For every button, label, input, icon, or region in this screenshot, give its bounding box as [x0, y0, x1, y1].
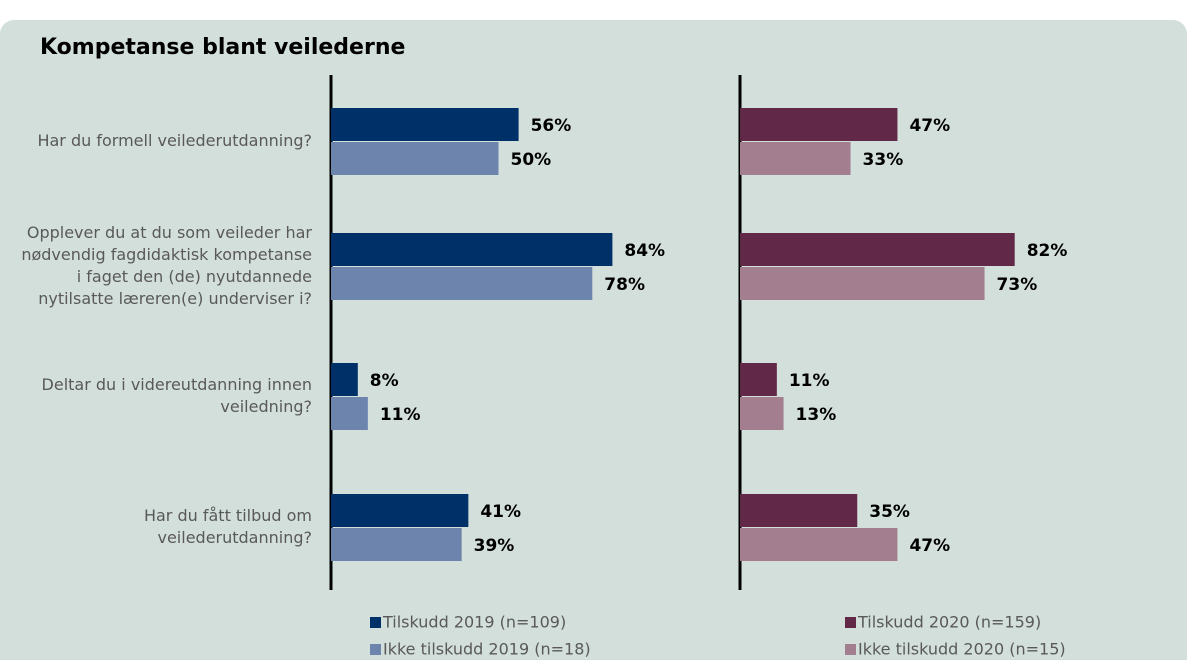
bar	[331, 494, 469, 527]
value-label: 11%	[380, 405, 421, 425]
value-label: 78%	[604, 275, 645, 295]
value-label: 50%	[511, 150, 552, 170]
value-label: 47%	[909, 536, 950, 556]
value-label: 39%	[474, 536, 515, 556]
category-label: Har du formell veilederutdanning?	[37, 131, 312, 150]
legend-swatch	[370, 644, 381, 655]
legend-label: Ikke tilskudd 2019 (n=18)	[383, 640, 591, 659]
value-label: 56%	[531, 116, 572, 136]
bar	[740, 494, 858, 527]
bar	[740, 142, 851, 175]
bar	[331, 267, 593, 300]
category-label: Opplever du at du som veileder har nødve…	[21, 223, 312, 308]
background	[0, 20, 1187, 660]
bar	[331, 108, 519, 141]
value-label: 33%	[863, 150, 904, 170]
value-label: 41%	[480, 502, 521, 522]
value-label: 11%	[789, 371, 830, 391]
bar	[331, 142, 499, 175]
legend-label: Tilskudd 2020 (n=159)	[857, 613, 1041, 632]
value-label: 13%	[796, 405, 837, 425]
value-label: 47%	[909, 116, 950, 136]
bar	[740, 267, 985, 300]
value-label: 73%	[997, 275, 1038, 295]
value-label: 82%	[1027, 241, 1068, 261]
legend-label: Tilskudd 2019 (n=109)	[382, 613, 566, 632]
bar	[331, 397, 368, 430]
legend-label: Ikke tilskudd 2020 (n=15)	[858, 640, 1066, 659]
legend-swatch	[845, 617, 856, 628]
value-label: 8%	[370, 371, 399, 391]
bar	[740, 108, 898, 141]
category-label: Har du fått tilbud om veilederutdanning?	[143, 506, 312, 547]
value-label: 84%	[624, 241, 665, 261]
legend-swatch	[370, 617, 381, 628]
value-label: 35%	[869, 502, 910, 522]
bar	[740, 397, 784, 430]
chart-title: Kompetanse blant veilederne	[40, 35, 405, 60]
bar	[331, 528, 462, 561]
bar	[331, 363, 358, 396]
bar	[740, 528, 898, 561]
legend-swatch	[845, 644, 856, 655]
bar	[740, 233, 1015, 266]
category-label: Deltar du i videreutdanning innen veiled…	[41, 375, 312, 416]
bar	[331, 233, 613, 266]
bar	[740, 363, 777, 396]
